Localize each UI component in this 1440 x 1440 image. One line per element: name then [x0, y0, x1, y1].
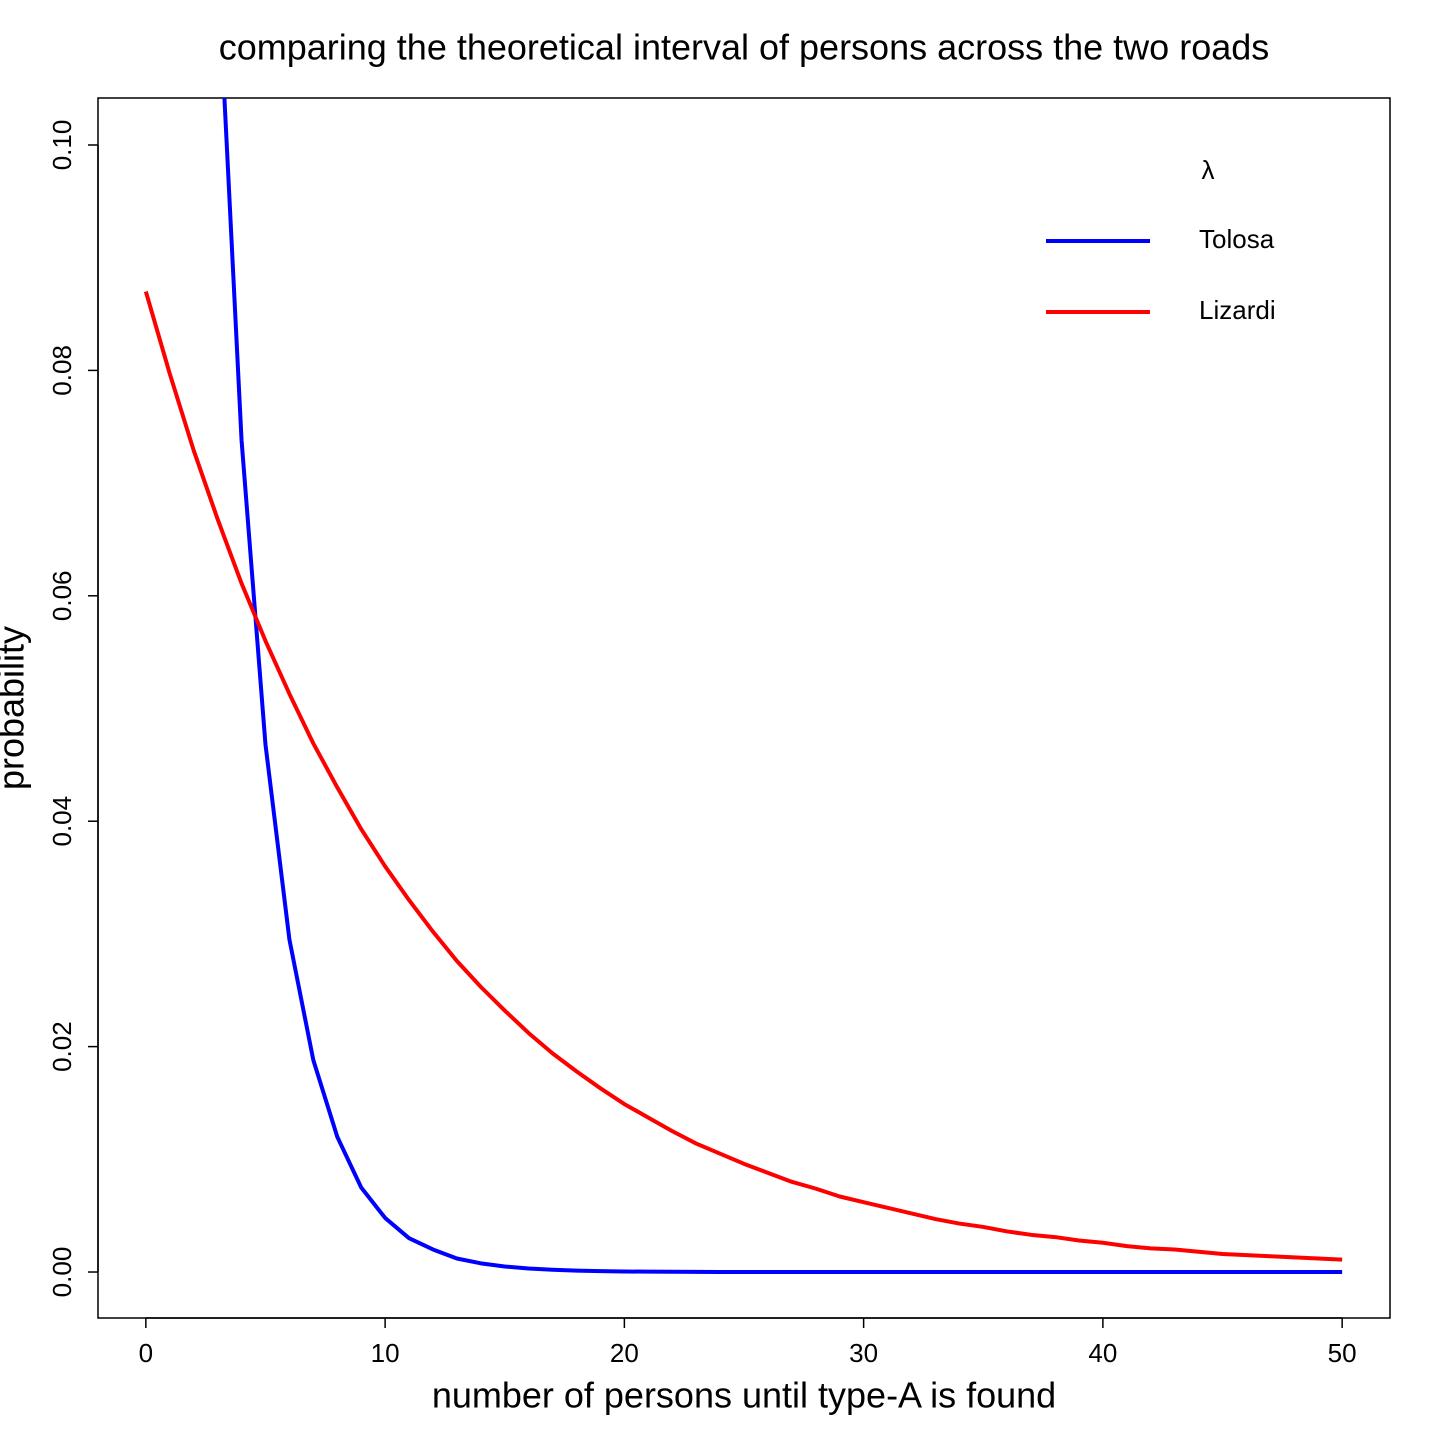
plot-frame [97, 97, 1391, 1319]
x-axis-title: number of persons until type-A is found [432, 1375, 1056, 1416]
x-tick-label: 10 [371, 1338, 400, 1368]
y-tick-label: 0.04 [47, 796, 77, 847]
y-tick-label: 0.02 [47, 1021, 77, 1072]
legend-label: Lizardi [1199, 295, 1276, 325]
data-line [222, 98, 1343, 1275]
y-tick-label: 0.00 [47, 1247, 77, 1298]
x-tick-label: 30 [849, 1338, 878, 1368]
y-tick-label: 0.08 [47, 345, 77, 396]
legend-label: Tolosa [1199, 224, 1275, 254]
plot-area [143, 98, 1343, 1275]
chart-title: comparing the theoretical interval of pe… [219, 27, 1270, 68]
x-tick-label: 40 [1088, 1338, 1117, 1368]
legend-title: λ [1202, 155, 1215, 185]
data-line [143, 290, 1343, 1262]
x-tick-label: 0 [139, 1338, 153, 1368]
y-axis-title: probability [0, 626, 32, 790]
y-tick-label: 0.06 [47, 571, 77, 622]
y-tick-label: 0.10 [47, 120, 77, 171]
x-tick-label: 20 [610, 1338, 639, 1368]
x-tick-label: 50 [1328, 1338, 1357, 1368]
